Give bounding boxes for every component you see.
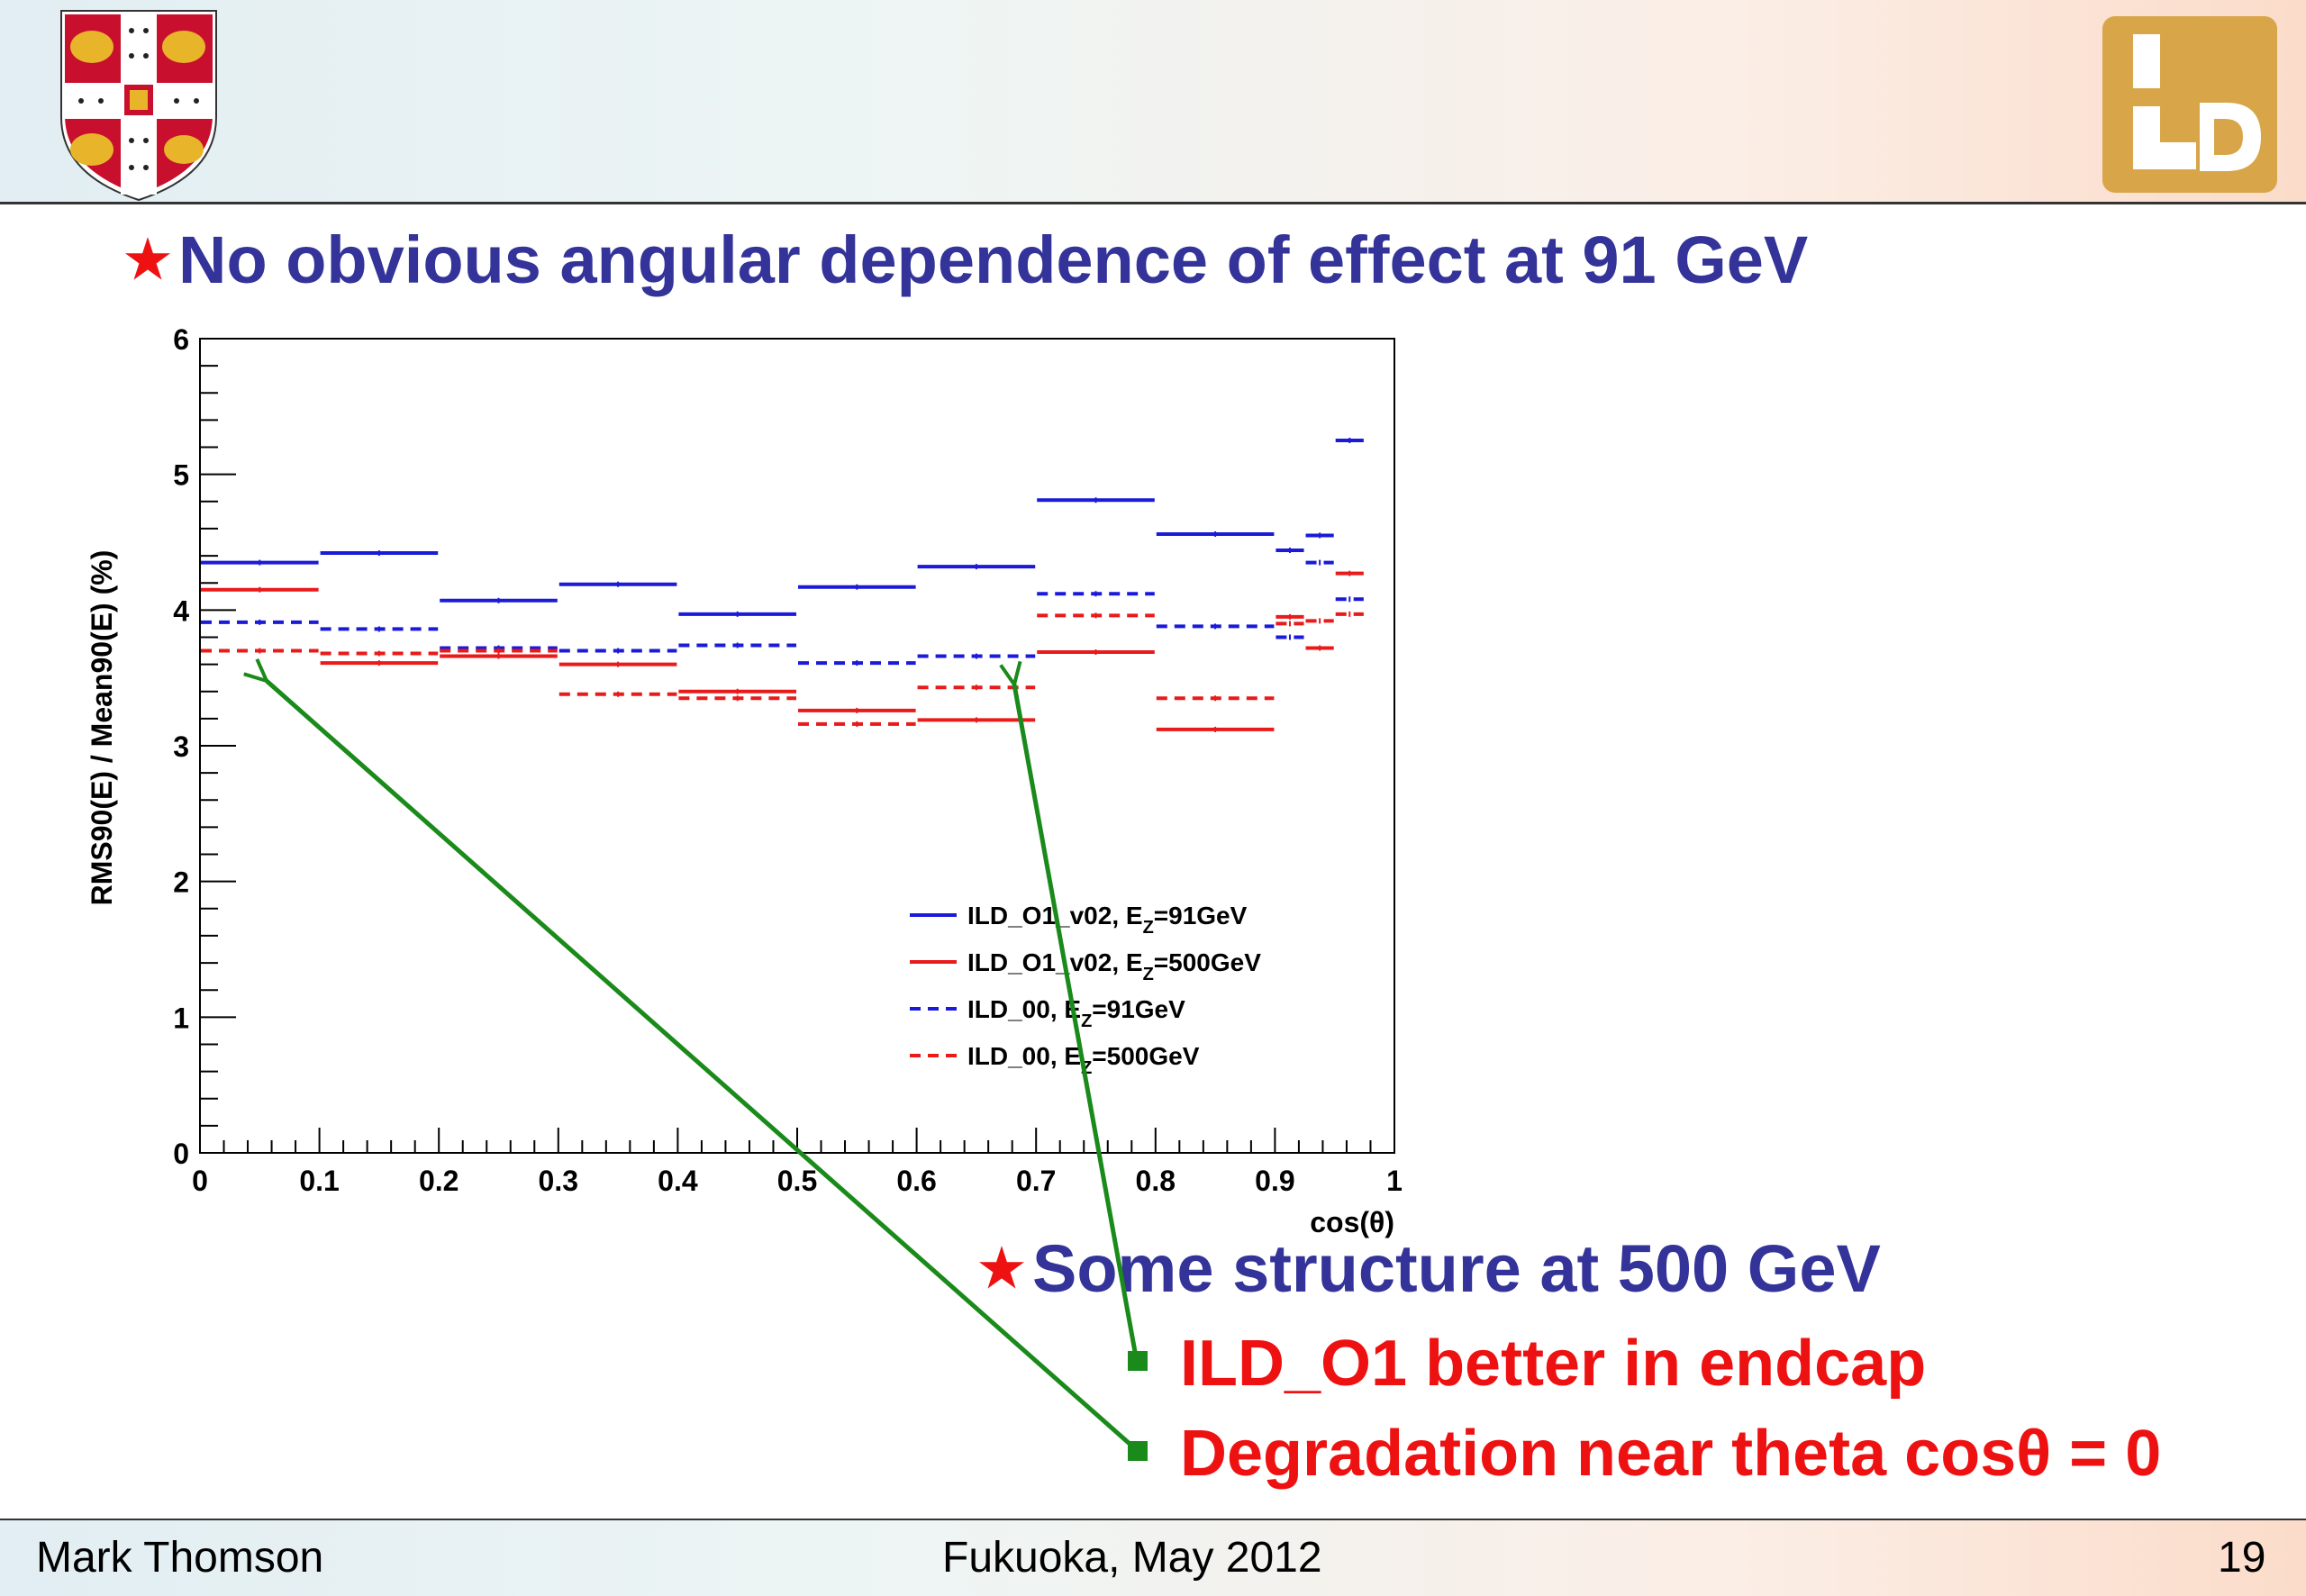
bullet-500gev-structure: ★ Some structure at 500 GeV [978, 1236, 1881, 1302]
x-tick-label: 0.2 [419, 1165, 458, 1197]
y-tick-label: 6 [173, 323, 189, 356]
footer-venue: Fukuoka, May 2012 [942, 1534, 1322, 1582]
x-tick-label: 0 [192, 1165, 208, 1197]
bullet-star-icon: ★ [978, 1239, 1025, 1298]
x-tick-label: 0.8 [1136, 1165, 1176, 1197]
sub-bullet-marker-2 [1128, 1441, 1148, 1461]
header-divider [0, 202, 2306, 204]
x-tick-label: 0.5 [777, 1165, 817, 1197]
y-tick-label: 3 [173, 730, 189, 763]
x-tick-label: 0.9 [1255, 1165, 1294, 1197]
bullet-text: Some structure at 500 GeV [1032, 1231, 1881, 1306]
x-tick-label: 0.3 [539, 1165, 578, 1197]
slide-footer [0, 1520, 2306, 1596]
legend-entry: ILD_O1_v02, EZ=500GeV [967, 948, 1261, 984]
x-tick-label: 0.1 [299, 1165, 339, 1197]
x-axis-label: cos(θ) [1310, 1206, 1394, 1238]
arrow-endcap [1014, 685, 1139, 1363]
bullet-star-icon: ★ [124, 231, 171, 289]
sub-bullet-endcap: ILD_O1 better in endcap [1180, 1328, 1927, 1400]
sub-bullet-degradation: Degradation near theta cosθ = 0 [1180, 1418, 2162, 1490]
legend-entry: ILD_O1_v02, EZ=91GeV [967, 902, 1248, 938]
legend-entry: ILD_00, EZ=91GeV [967, 995, 1185, 1031]
x-tick-label: 1 [1386, 1165, 1403, 1197]
series-2 [201, 559, 1364, 667]
x-tick-label: 0.4 [658, 1165, 698, 1197]
y-tick-label: 2 [173, 866, 189, 899]
ild-logo [2102, 16, 2277, 193]
university-crest-logo [60, 10, 217, 202]
sub-bullet-marker-1 [1128, 1351, 1148, 1371]
arrow-degradation [267, 681, 1139, 1452]
series-0 [201, 438, 1364, 617]
slide-header [0, 0, 2306, 202]
bullet-angular-dependence: ★ No obvious angular dependence of effect… [124, 227, 1808, 294]
y-tick-label: 5 [173, 459, 189, 492]
footer-author: Mark Thomson [36, 1534, 324, 1582]
x-tick-label: 0.6 [896, 1165, 936, 1197]
x-tick-label: 0.7 [1016, 1165, 1056, 1197]
y-axis-label: RMS90(E) / Mean90(E) (%) [86, 550, 118, 906]
footer-page-number: 19 [2218, 1534, 2266, 1582]
resolution-chart: 0 0.1 0.2 0.3 0.4 0.5 0.6 0.7 0.8 0.9 1 0 1 2 3 4 5 6 cos(… [86, 323, 1403, 1238]
footer-divider [0, 1519, 2306, 1521]
series-1 [201, 570, 1364, 732]
y-tick-label: 1 [173, 1002, 189, 1034]
y-tick-label: 4 [173, 594, 189, 627]
y-tick-label: 0 [173, 1138, 189, 1170]
bullet-text: No obvious angular dependence of effect … [178, 222, 1809, 297]
